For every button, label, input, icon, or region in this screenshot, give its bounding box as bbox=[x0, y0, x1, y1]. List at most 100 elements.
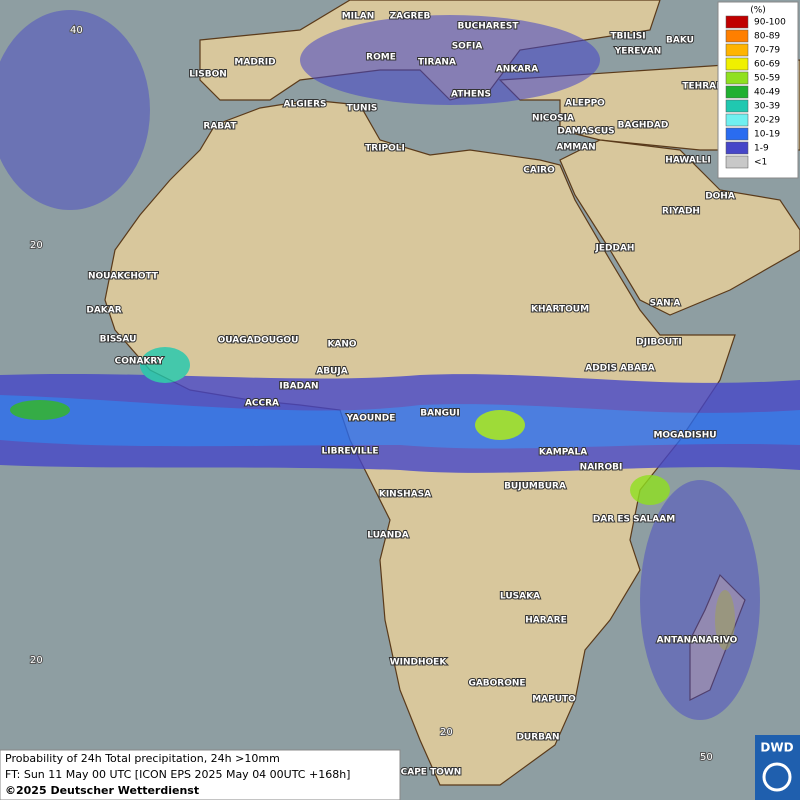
city-label: LUSAKA bbox=[500, 592, 540, 602]
city-label: NOUAKCHOTT bbox=[88, 272, 159, 282]
city-label: DOHA bbox=[705, 192, 735, 202]
city-label: GABORONE bbox=[468, 679, 525, 689]
city-label: ADDIS ABABA bbox=[585, 364, 655, 374]
copyright: ©2025 Deutscher Wetterdienst bbox=[5, 784, 199, 797]
city-labels: MILAN ZAGREB BUCHAREST SOFIA TBILISI BAKU MADR… bbox=[85, 11, 738, 779]
city-label: ANKARA bbox=[496, 65, 538, 75]
legend-swatch bbox=[725, 141, 749, 155]
city-label: TUNIS bbox=[347, 104, 378, 114]
footer-line: FT: Sun 11 May 00 UTC [ICON EPS 2025 May… bbox=[5, 768, 350, 781]
legend-label: 50-59 bbox=[754, 74, 780, 84]
city-label: YAOUNDE bbox=[346, 414, 396, 424]
city-label: BUJUMBURA bbox=[504, 482, 566, 492]
legend-label: 40-49 bbox=[754, 88, 780, 98]
city-label: ALGIERS bbox=[284, 100, 327, 110]
city-label: BANGUI bbox=[420, 409, 459, 419]
city-label: BAKU bbox=[666, 36, 694, 46]
city-label: KHARTOUM bbox=[531, 305, 589, 315]
city-label: IBADAN bbox=[279, 382, 318, 392]
city-label: TBILISI bbox=[610, 32, 645, 42]
city-label: CAIRO bbox=[523, 166, 555, 176]
city-label: YEREVAN bbox=[614, 47, 662, 57]
legend-label: 1-9 bbox=[754, 144, 769, 154]
city-label: ZAGREB bbox=[390, 12, 431, 22]
city-label: DAR ES SALAAM bbox=[593, 515, 675, 525]
footer-box bbox=[0, 749, 401, 800]
city-label: NAIROBI bbox=[580, 463, 623, 473]
city-label: BAGHDAD bbox=[618, 121, 669, 131]
legend-swatch bbox=[725, 85, 749, 99]
city-label: KINSHASA bbox=[379, 490, 431, 500]
logo-icon bbox=[762, 762, 792, 792]
city-label: SAN'A bbox=[650, 299, 681, 309]
city-label: DAKAR bbox=[86, 306, 121, 316]
city-label: DAMASCUS bbox=[557, 127, 614, 137]
grid-label: 20 bbox=[30, 240, 43, 251]
city-label: MAPUTO bbox=[532, 695, 576, 705]
legend-label: 20-29 bbox=[754, 116, 780, 126]
legend-items: 90-100 80-89 70-79 60-69 50-59 40-49 30-39 20-2… bbox=[725, 15, 786, 169]
city-label: BUCHAREST bbox=[458, 22, 520, 32]
city-label: CAPE TOWN bbox=[401, 768, 462, 778]
city-label: WINDHOEK bbox=[390, 658, 448, 668]
city-label: ROME bbox=[366, 53, 396, 63]
legend-label: <1 bbox=[754, 158, 767, 168]
city-label: RABAT bbox=[203, 122, 237, 132]
legend-label: 70-79 bbox=[754, 46, 780, 56]
city-label: HAWALLI bbox=[665, 156, 710, 166]
city-label: ANTANANARIVO bbox=[657, 636, 738, 646]
legend-swatch bbox=[725, 43, 749, 57]
city-label: OUAGADOUGOU bbox=[218, 336, 299, 346]
legend-title: (%) bbox=[750, 6, 766, 16]
legend-swatch bbox=[725, 113, 749, 127]
city-label: AMMAN bbox=[556, 143, 595, 153]
grid-labels: 40 20 20 20 50 bbox=[29, 24, 714, 764]
grid-label: 20 bbox=[440, 727, 453, 738]
legend-swatch bbox=[725, 155, 749, 169]
city-label: LISBON bbox=[189, 70, 227, 80]
city-label: JEDDAH bbox=[595, 244, 635, 254]
city-label: ABUJA bbox=[316, 367, 347, 377]
legend-label: 30-39 bbox=[754, 102, 780, 112]
city-label: HARARE bbox=[525, 616, 566, 626]
city-label: TIRANA bbox=[418, 58, 456, 68]
grid-label: 50 bbox=[700, 752, 713, 763]
city-label: MADRID bbox=[234, 58, 275, 68]
city-label: ACCRA bbox=[245, 399, 279, 409]
city-label: DJIBOUTI bbox=[636, 338, 681, 348]
precipitation bbox=[0, 10, 800, 720]
city-label: SOFIA bbox=[452, 42, 483, 52]
city-label: MILAN bbox=[342, 12, 375, 22]
city-label: KANO bbox=[327, 340, 356, 350]
city-label: MOGADISHU bbox=[653, 431, 716, 441]
logo: DWD bbox=[755, 735, 800, 800]
city-label: TRIPOLI bbox=[365, 144, 405, 154]
footer: Probability of 24h Total precipitation, … bbox=[0, 749, 401, 800]
grid-label: 40 bbox=[70, 25, 83, 36]
legend-swatch bbox=[725, 29, 749, 43]
city-label: LUANDA bbox=[367, 531, 408, 541]
city-label: NICOSIA bbox=[532, 114, 574, 124]
city-label: ATHENS bbox=[451, 90, 491, 100]
city-label: KAMPALA bbox=[539, 448, 587, 458]
legend-swatch bbox=[725, 99, 749, 113]
legend-swatch bbox=[725, 15, 749, 29]
city-label: RIYADH bbox=[662, 207, 700, 217]
city-label: LIBREVILLE bbox=[322, 447, 379, 457]
legend-label: 60-69 bbox=[754, 60, 780, 70]
legend-label: 10-19 bbox=[754, 130, 780, 140]
city-label: ALEPPO bbox=[565, 99, 605, 109]
footer-line: Probability of 24h Total precipitation, … bbox=[5, 752, 280, 765]
legend-swatch bbox=[725, 127, 749, 141]
city-label: CONAKRY bbox=[115, 357, 164, 367]
legend-label: 80-89 bbox=[754, 32, 780, 42]
legend-label: 90-100 bbox=[754, 18, 786, 28]
legend-swatch bbox=[725, 71, 749, 85]
city-label: DURBAN bbox=[516, 733, 559, 743]
legend: (%) 90-100 80-89 70-79 60-69 50-59 40-49 30-39… bbox=[717, 1, 799, 179]
city-label: TEHRAN bbox=[682, 82, 723, 92]
legend-swatch bbox=[725, 57, 749, 71]
grid-label: 20 bbox=[30, 655, 43, 666]
city-label: BISSAU bbox=[100, 335, 137, 345]
